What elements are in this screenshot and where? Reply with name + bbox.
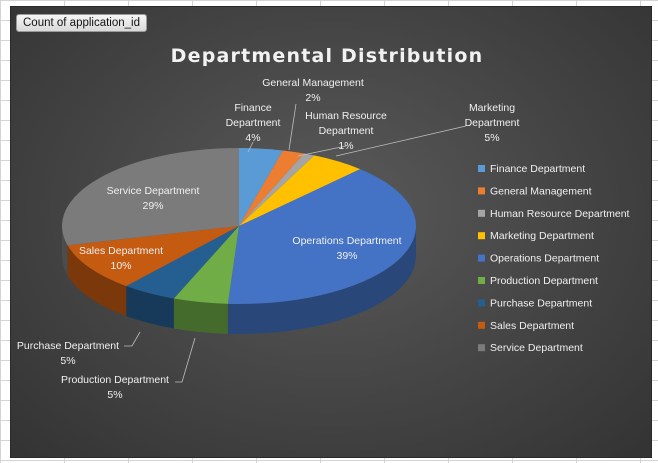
data-label-service-department: Service Department 29%	[107, 185, 200, 212]
slice-operations-department[interactable]	[227, 169, 416, 305]
slice-side-purchase-department	[126, 286, 174, 329]
legend-swatch-finance-department	[478, 165, 485, 172]
slice-marketing-department[interactable]	[239, 155, 361, 226]
legend-swatch-human-resource-department	[478, 209, 485, 217]
leader-line-finance-department	[247, 141, 254, 153]
legend-swatch-purchase-department	[478, 299, 485, 307]
legend-label-sales-department: Sales Department	[490, 320, 574, 332]
pie-3d-sides	[62, 226, 416, 334]
slice-side-sales-department	[67, 245, 127, 317]
legend-label-purchase-department: Purchase Department	[490, 297, 592, 309]
data-label-general-management: General Management 2%	[262, 77, 364, 104]
slice-sales-department[interactable]	[67, 226, 239, 287]
data-label-production-department: Production Department 5%	[61, 374, 169, 401]
legend-label-general-management: General Management	[490, 185, 592, 197]
data-label-finance-department: Finance Department 4%	[226, 102, 281, 144]
slice-side-production-department	[173, 298, 228, 334]
legend-label-service-department: Service Department	[490, 342, 583, 354]
slice-human-resource-department[interactable]	[239, 153, 315, 226]
legend-swatch-general-management	[478, 187, 485, 195]
leader-line-general-management	[288, 103, 297, 151]
legend-swatch-marketing-department	[478, 232, 485, 240]
legend-swatch-sales-department	[478, 321, 485, 329]
data-label-operations-department: Operations Department 39%	[292, 235, 401, 262]
slice-side-service-department	[62, 226, 68, 276]
slice-production-department[interactable]	[173, 226, 239, 304]
data-label-sales-department: Sales Department 10%	[79, 245, 163, 272]
slice-side-operations-department	[227, 226, 416, 334]
data-label-human-resource-department: Human Resource Department 1%	[305, 110, 387, 152]
legend-label-marketing-department: Marketing Department	[490, 230, 594, 242]
slice-purchase-department[interactable]	[126, 226, 239, 299]
legend-swatch-production-department	[478, 277, 485, 284]
legend-swatch-operations-department	[478, 254, 485, 262]
legend-label-operations-department: Operations Department	[490, 253, 599, 265]
leader-line-production-department	[175, 337, 196, 383]
label-leader-lines	[124, 103, 467, 383]
data-label-marketing-department: Marketing Department 5%	[465, 102, 520, 144]
legend-label-human-resource-department: Human Resource Department	[490, 208, 630, 220]
leader-line-human-resource-department	[297, 145, 347, 157]
data-label-purchase-department: Purchase Department 5%	[17, 340, 119, 367]
leader-line-marketing-department	[335, 125, 467, 157]
slice-service-department[interactable]	[62, 148, 239, 246]
chart-title: Departmental Distribution	[171, 45, 484, 67]
legend: Finance Department General Management Huma…	[478, 163, 630, 354]
data-labels: Finance Department 4%General Management 2% H…	[17, 77, 520, 401]
leader-line-purchase-department	[124, 331, 141, 347]
pie-slices	[62, 148, 416, 305]
legend-swatch-service-department	[478, 344, 485, 352]
legend-label-finance-department: Finance Department	[490, 163, 585, 175]
pivot-field-button[interactable]: Count of application_id	[16, 14, 147, 32]
slice-general-management[interactable]	[239, 150, 305, 226]
slice-finance-department[interactable]	[239, 148, 284, 226]
legend-label-production-department: Production Department	[490, 275, 598, 287]
